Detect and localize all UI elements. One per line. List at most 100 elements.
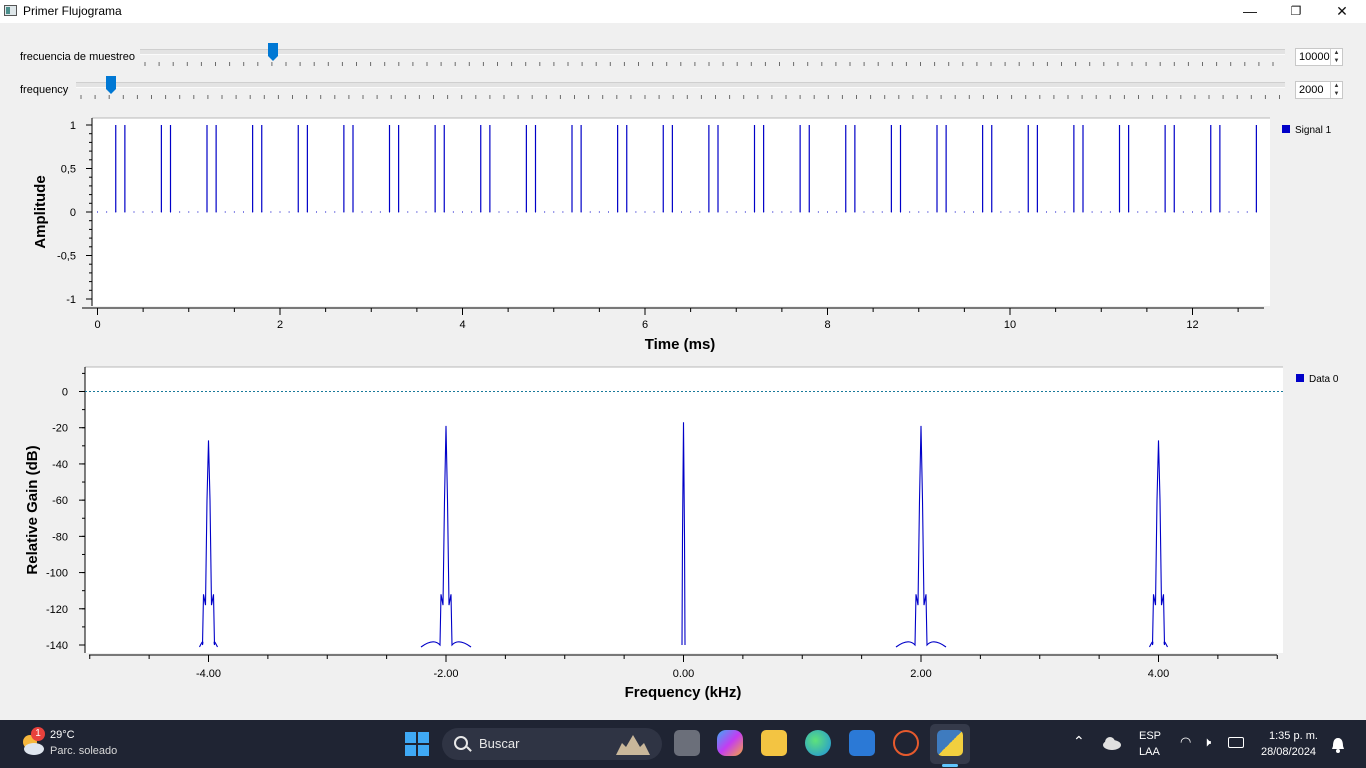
sample-rate-slider-handle[interactable] xyxy=(268,43,278,61)
time-x-tick-label: 12 xyxy=(1186,319,1198,331)
freq-x-tick-label: -4.00 xyxy=(196,668,221,680)
search-label: Buscar xyxy=(479,736,520,751)
signal-sample-point xyxy=(544,211,546,213)
search-box[interactable]: Buscar xyxy=(442,728,662,760)
language-top[interactable]: ESP xyxy=(1139,730,1162,742)
time-x-tick-label: 8 xyxy=(824,319,830,331)
signal-sample-point xyxy=(188,211,190,213)
signal-sample-point xyxy=(498,211,500,213)
freq-y-tick-label: -80 xyxy=(52,531,68,543)
freq-x-tick-label: 2.00 xyxy=(910,668,931,680)
edge-browser-icon[interactable] xyxy=(805,730,831,756)
speaker-muted-icon[interactable]: 🕨 xyxy=(1203,734,1212,749)
signal-sample-point xyxy=(772,211,774,213)
frequency-ticks xyxy=(80,95,1280,99)
signal-sample-point xyxy=(872,211,874,213)
signal-sample-point xyxy=(142,211,144,213)
spectrum-peak xyxy=(199,440,218,648)
freq-y-tick-label: -40 xyxy=(52,459,68,471)
signal-sample-point xyxy=(635,211,637,213)
gnuradio-icon[interactable] xyxy=(893,730,919,756)
file-explorer-icon[interactable] xyxy=(761,730,787,756)
freq-x-tick-label: 4.00 xyxy=(1148,668,1169,680)
weather-badge: 1 xyxy=(31,727,45,741)
weather-desc[interactable]: Parc. soleado xyxy=(50,745,118,757)
signal-sample-point xyxy=(973,211,974,213)
signal-sample-point xyxy=(1192,211,1193,213)
sample-rate-spinbox[interactable]: 10000 ▲ ▼ xyxy=(1295,48,1343,66)
python-app-icon[interactable] xyxy=(937,730,963,756)
notification-bell-icon[interactable] xyxy=(1331,737,1345,753)
frequency-plot[interactable]: 0 -20 -40 -60 -80 -100 -120 -140 -4.00 -2.00 0.00… xyxy=(0,362,1366,707)
clock-time[interactable]: 1:35 p. m. xyxy=(1269,730,1318,742)
microsoft-store-icon[interactable] xyxy=(849,730,875,756)
frequency-spinbox[interactable]: 2000 ▲ ▼ xyxy=(1295,81,1343,99)
signal-sample-point xyxy=(233,211,235,213)
signal-sample-point xyxy=(1009,211,1011,213)
signal-sample-point xyxy=(151,211,153,213)
signal-sample-point xyxy=(1237,211,1239,213)
search-highlight-icon xyxy=(616,735,650,755)
time-x-axis-label: Time (ms) xyxy=(645,336,716,353)
window-title: Primer Flujograma xyxy=(23,4,122,18)
signal-sample-point xyxy=(325,211,327,213)
frequency-slider[interactable] xyxy=(76,82,1285,88)
sample-rate-slider[interactable] xyxy=(140,49,1285,55)
legend-signal-1[interactable]: Signal 1 xyxy=(1295,125,1332,136)
signal-sample-point xyxy=(681,211,682,213)
copilot-icon[interactable] xyxy=(717,730,743,756)
signal-sample-point xyxy=(288,211,290,213)
time-y-axis-label: Amplitude xyxy=(32,175,49,248)
close-button[interactable]: ✕ xyxy=(1336,3,1348,19)
spin-arrows-icon[interactable]: ▲ ▼ xyxy=(1330,82,1342,98)
signal-sample-point xyxy=(726,211,728,213)
signal-sample-point xyxy=(562,211,564,213)
signal-sample-point xyxy=(197,211,199,213)
signal-sample-point xyxy=(589,211,591,213)
legend-data-0[interactable]: Data 0 xyxy=(1309,374,1339,385)
signal-sample-point xyxy=(1246,211,1248,213)
minimize-button[interactable]: — xyxy=(1243,3,1257,19)
signal-sample-point xyxy=(881,211,883,213)
signal-sample-point xyxy=(608,211,609,213)
freq-y-tick-label: -60 xyxy=(52,495,68,507)
freq-y-tick-label: -120 xyxy=(46,604,68,616)
signal-sample-point xyxy=(1091,211,1093,213)
frequency-value: 2000 xyxy=(1299,84,1324,96)
freq-y-tick-label: -20 xyxy=(52,423,68,435)
signal-sample-point xyxy=(1137,211,1139,213)
signal-sample-point xyxy=(516,211,518,213)
clock-date[interactable]: 28/08/2024 xyxy=(1261,746,1317,758)
chevron-up-icon[interactable]: ⌃ xyxy=(1073,733,1085,749)
signal-sample-point xyxy=(553,211,555,213)
time-x-tick-label: 10 xyxy=(1004,319,1016,331)
wifi-icon[interactable]: ◠ xyxy=(1180,734,1192,749)
signal-sample-point xyxy=(1055,211,1057,213)
signal-sample-point xyxy=(1201,211,1203,213)
battery-icon[interactable] xyxy=(1228,737,1244,748)
freq-y-axis-label: Relative Gain (dB) xyxy=(24,445,41,574)
signal-sample-point xyxy=(370,211,372,213)
weather-temp[interactable]: 29°C xyxy=(50,729,75,741)
signal-sample-point xyxy=(690,211,692,213)
signal-sample-point xyxy=(927,211,929,213)
language-bottom[interactable]: LAA xyxy=(1139,746,1160,758)
frequency-slider-handle[interactable] xyxy=(106,76,116,94)
spin-arrows-icon[interactable]: ▲ ▼ xyxy=(1330,49,1342,65)
signal-sample-point xyxy=(379,211,381,213)
legend-swatch-data-0 xyxy=(1296,374,1304,382)
signal-sample-point xyxy=(909,211,911,213)
time-plot[interactable]: 1 0,5 0 -0,5 -1 0 2 4 6 8 10 12 Amplitude Time (ms… xyxy=(0,112,1366,357)
signal-sample-point xyxy=(179,211,181,213)
freq-y-tick-label: 0 xyxy=(62,387,68,399)
time-x-tick-label: 6 xyxy=(642,319,648,331)
time-y-tick-label: -0,5 xyxy=(57,251,76,263)
signal-sample-point xyxy=(279,211,281,213)
task-view-icon[interactable] xyxy=(674,730,700,756)
maximize-button[interactable]: ❐ xyxy=(1290,4,1302,18)
onedrive-cloud-icon[interactable] xyxy=(1102,736,1122,750)
start-windows-icon[interactable] xyxy=(405,732,429,756)
signal-sample-point xyxy=(918,211,920,213)
time-y-tick-label: 1 xyxy=(70,120,76,132)
signal-sample-point xyxy=(644,211,646,213)
